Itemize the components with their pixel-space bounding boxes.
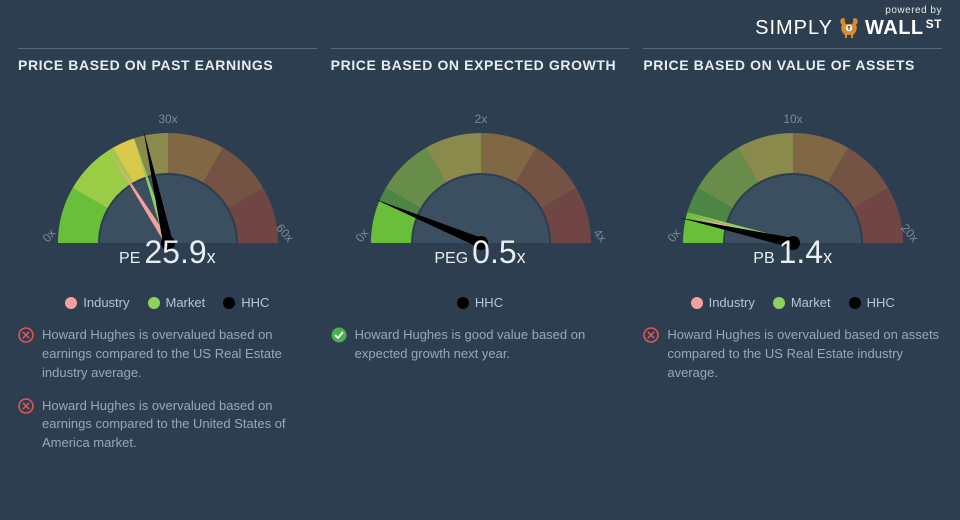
bull-icon	[837, 16, 861, 40]
legend-label: Market	[791, 295, 831, 310]
legend-swatch	[148, 297, 160, 309]
gauge-tick-label: 10x	[784, 112, 803, 126]
metric-readout: PEG0.5x	[331, 234, 630, 271]
notes-list: Howard Hughes is good value based on exp…	[331, 326, 630, 364]
legend-swatch	[773, 297, 785, 309]
legend-label: Market	[166, 295, 206, 310]
metric-suffix: x	[823, 247, 832, 267]
legend-item: HHC	[457, 295, 503, 310]
legend-item: Market	[773, 295, 831, 310]
valuation-note: Howard Hughes is overvalued based on ass…	[643, 326, 942, 383]
note-text: Howard Hughes is overvalued based on ass…	[667, 326, 942, 383]
legend-swatch	[457, 297, 469, 309]
legend-swatch	[223, 297, 235, 309]
gauge-legend: HHC	[331, 295, 630, 310]
metric-label: PB	[753, 250, 774, 267]
logo-word-simply: SIMPLY	[755, 18, 833, 38]
valuation-note: Howard Hughes is overvalued based on ear…	[18, 326, 317, 383]
legend-item: Industry	[691, 295, 755, 310]
powered-by-label: powered by	[755, 6, 942, 16]
branding-header: powered by SIMPLY WALLST	[755, 6, 942, 40]
x-circle-icon	[643, 327, 659, 343]
legend-swatch	[691, 297, 703, 309]
x-circle-icon	[18, 327, 34, 343]
panel-title: PRICE BASED ON EXPECTED GROWTH	[331, 48, 630, 73]
legend-item: HHC	[223, 295, 269, 310]
gauge-wrap: 0x30x60x PE25.9x	[18, 83, 317, 293]
gauge-wrap: 0x10x20x PB1.4x	[643, 83, 942, 293]
note-text: Howard Hughes is overvalued based on ear…	[42, 326, 317, 383]
legend-label: HHC	[475, 295, 503, 310]
metric-value: 25.9	[144, 234, 206, 270]
legend-item: Industry	[65, 295, 129, 310]
valuation-note: Howard Hughes is overvalued based on ear…	[18, 397, 317, 454]
notes-list: Howard Hughes is overvalued based on ear…	[18, 326, 317, 453]
metric-label: PEG	[434, 250, 468, 267]
metric-value: 0.5	[472, 234, 516, 270]
metric-readout: PE25.9x	[18, 234, 317, 271]
metric-value: 1.4	[779, 234, 823, 270]
metric-suffix: x	[207, 247, 216, 267]
metric-label: PE	[119, 250, 140, 267]
metric-readout: PB 1.4x	[643, 234, 942, 271]
notes-list: Howard Hughes is overvalued based on ass…	[643, 326, 942, 383]
legend-item: Market	[148, 295, 206, 310]
legend-label: HHC	[867, 295, 895, 310]
legend-swatch	[65, 297, 77, 309]
note-text: Howard Hughes is overvalued based on ear…	[42, 397, 317, 454]
gauge-tick-label: 30x	[158, 112, 177, 126]
legend-label: HHC	[241, 295, 269, 310]
gauge-tick-label: 2x	[474, 112, 487, 126]
metric-suffix: x	[517, 247, 526, 267]
legend-swatch	[849, 297, 861, 309]
valuation-panel: PRICE BASED ON PAST EARNINGS 0x30x60x PE…	[18, 48, 317, 467]
panels-container: PRICE BASED ON PAST EARNINGS 0x30x60x PE…	[0, 0, 960, 467]
panel-title: PRICE BASED ON VALUE OF ASSETS	[643, 48, 942, 73]
valuation-panel: PRICE BASED ON EXPECTED GROWTH 0x2x4x PE…	[331, 48, 630, 467]
legend-label: Industry	[709, 295, 755, 310]
legend-item: HHC	[849, 295, 895, 310]
check-circle-icon	[331, 327, 347, 343]
simplywallst-logo: SIMPLY WALLST	[755, 16, 942, 40]
x-circle-icon	[18, 398, 34, 414]
valuation-panel: PRICE BASED ON VALUE OF ASSETS 0x10x20x …	[643, 48, 942, 467]
logo-word-wall: WALLST	[865, 18, 942, 38]
valuation-note: Howard Hughes is good value based on exp…	[331, 326, 630, 364]
legend-label: Industry	[83, 295, 129, 310]
gauge-legend: Industry Market HHC	[643, 295, 942, 310]
note-text: Howard Hughes is good value based on exp…	[355, 326, 630, 364]
gauge-wrap: 0x2x4x PEG0.5x	[331, 83, 630, 293]
panel-title: PRICE BASED ON PAST EARNINGS	[18, 48, 317, 73]
gauge-legend: Industry Market HHC	[18, 295, 317, 310]
